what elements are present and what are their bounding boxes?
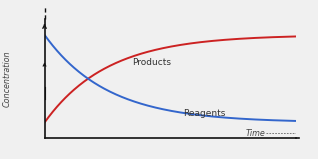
Text: Concentration: Concentration <box>2 50 11 107</box>
Text: Products: Products <box>133 58 171 67</box>
Text: Reagents: Reagents <box>183 108 225 118</box>
Text: Time: Time <box>245 129 265 138</box>
